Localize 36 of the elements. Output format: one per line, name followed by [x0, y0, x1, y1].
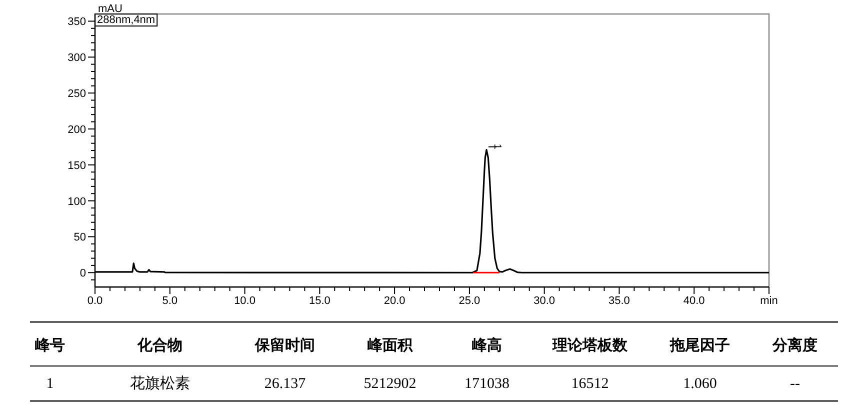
- text: 峰面积: [368, 337, 414, 354]
- text: --: [790, 376, 800, 392]
- y-tick-label: 100: [68, 196, 86, 208]
- y-tick-label: 250: [68, 88, 86, 100]
- text: 5212902: [364, 376, 416, 392]
- y-tick-label: 300: [68, 52, 86, 64]
- annotation: 288nm,4nm: [97, 14, 156, 26]
- text: 峰号: [35, 337, 65, 354]
- y-tick-label: 50: [74, 232, 86, 244]
- x-tick-label: min: [760, 295, 778, 307]
- text: 拖尾因子: [669, 337, 730, 354]
- x-tick-label: 30.0: [534, 295, 556, 307]
- text: 1.060: [683, 376, 717, 392]
- x-tick-label: 5.0: [162, 295, 178, 307]
- text: 分离度: [772, 336, 818, 354]
- text: 保留时间: [254, 337, 315, 354]
- y-tick-label: 350: [68, 16, 86, 28]
- y-axis-title: mAU: [98, 3, 122, 15]
- y-tick-label: 200: [68, 124, 86, 136]
- y-tick-label: 0: [80, 268, 86, 280]
- x-tick-label: 20.0: [384, 295, 406, 307]
- text: 171038: [464, 376, 510, 392]
- x-tick-label: 40.0: [683, 295, 705, 307]
- text: 理论塔板数: [552, 337, 628, 354]
- y-tick-label: 150: [68, 160, 86, 172]
- x-tick-label: 15.0: [308, 295, 330, 307]
- x-tick-label: 35.0: [608, 295, 630, 307]
- text: 峰高: [472, 336, 502, 354]
- x-tick-label: 10.0: [234, 295, 256, 307]
- x-tick-label: 25.0: [458, 295, 480, 307]
- text: 16512: [571, 376, 609, 392]
- text: 26.137: [264, 376, 306, 392]
- text: 花旗松素: [130, 375, 190, 392]
- x-tick-label: 0.0: [87, 295, 103, 307]
- text: 化合物: [136, 337, 182, 354]
- text: 1: [46, 376, 54, 392]
